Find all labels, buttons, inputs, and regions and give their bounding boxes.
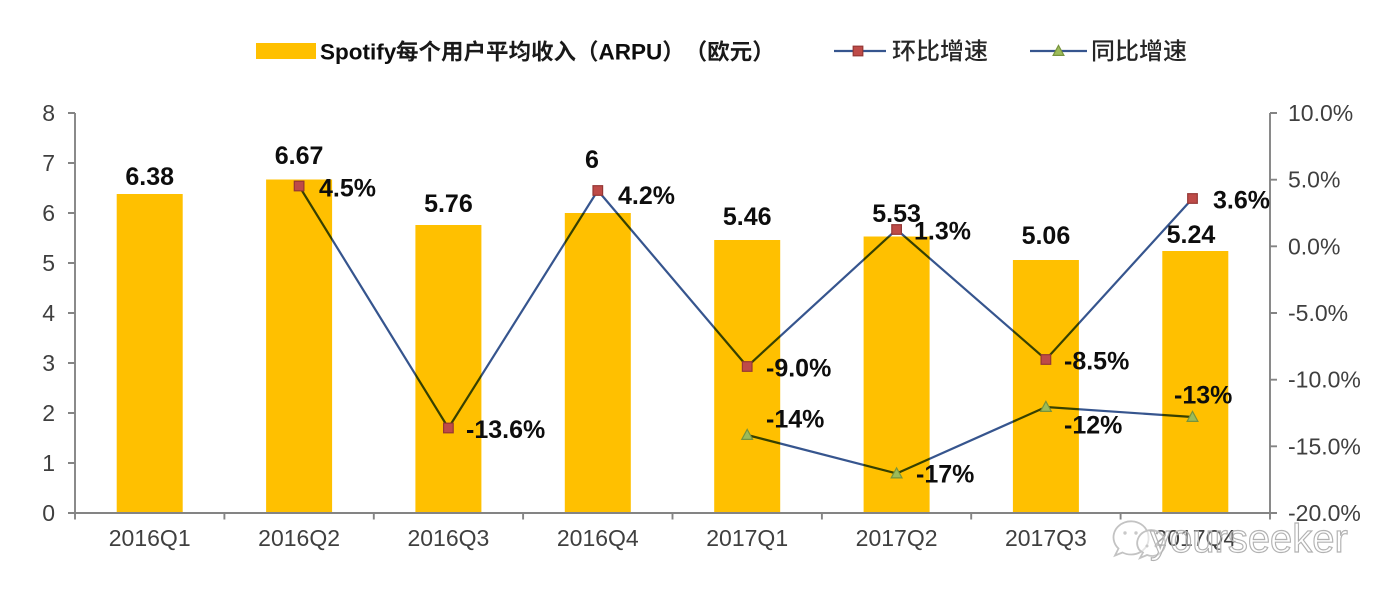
svg-text:-9.0%: -9.0%	[766, 355, 831, 383]
svg-text:-15.0%: -15.0%	[1288, 433, 1361, 459]
svg-text:5.06: 5.06	[1022, 222, 1071, 250]
svg-text:2017Q4: 2017Q4	[1154, 525, 1236, 551]
svg-text:1: 1	[42, 450, 55, 476]
svg-text:-8.5%: -8.5%	[1064, 348, 1129, 376]
svg-text:2016Q3: 2016Q3	[407, 525, 489, 551]
svg-text:1.3%: 1.3%	[914, 218, 971, 246]
svg-text:0.0%: 0.0%	[1288, 233, 1340, 259]
svg-text:-10.0%: -10.0%	[1288, 367, 1361, 393]
svg-text:4.5%: 4.5%	[319, 175, 376, 203]
svg-text:5.53: 5.53	[872, 200, 921, 228]
svg-text:2017Q1: 2017Q1	[706, 525, 788, 551]
svg-text:yourseeker: yourseeker	[1150, 517, 1348, 561]
svg-text:-17%: -17%	[916, 461, 974, 489]
svg-text:-13%: -13%	[1174, 382, 1232, 410]
svg-text:2016Q1: 2016Q1	[109, 525, 191, 551]
svg-text:2017Q3: 2017Q3	[1005, 525, 1087, 551]
svg-text:5.76: 5.76	[424, 190, 473, 218]
svg-text:10.0%: 10.0%	[1288, 100, 1353, 126]
svg-text:6.67: 6.67	[275, 142, 324, 170]
svg-text:3: 3	[42, 350, 55, 376]
svg-text:-14%: -14%	[766, 406, 824, 434]
svg-text:0: 0	[42, 500, 55, 526]
svg-text:7: 7	[42, 150, 55, 176]
svg-text:-13.6%: -13.6%	[466, 416, 545, 444]
svg-text:4: 4	[42, 300, 55, 326]
svg-text:6: 6	[42, 200, 55, 226]
svg-text:2016Q2: 2016Q2	[258, 525, 340, 551]
svg-text:-5.0%: -5.0%	[1288, 300, 1348, 326]
svg-text:5.46: 5.46	[723, 203, 772, 231]
svg-text:2: 2	[42, 400, 55, 426]
svg-text:2016Q4: 2016Q4	[557, 525, 639, 551]
svg-text:-12%: -12%	[1064, 412, 1122, 440]
svg-text:2017Q2: 2017Q2	[856, 525, 938, 551]
svg-text:6.38: 6.38	[125, 163, 174, 191]
svg-text:3.6%: 3.6%	[1213, 187, 1270, 215]
svg-text:-20.0%: -20.0%	[1288, 500, 1361, 526]
svg-text:5.24: 5.24	[1167, 221, 1216, 249]
svg-text:Spotify: Spotify	[320, 40, 397, 65]
svg-text:5.0%: 5.0%	[1288, 167, 1340, 193]
svg-text:ARPU: ARPU	[599, 40, 663, 65]
svg-text:4.2%: 4.2%	[618, 182, 675, 210]
svg-text:6: 6	[585, 146, 599, 174]
svg-text:8: 8	[42, 100, 55, 126]
svg-text:5: 5	[42, 250, 55, 276]
